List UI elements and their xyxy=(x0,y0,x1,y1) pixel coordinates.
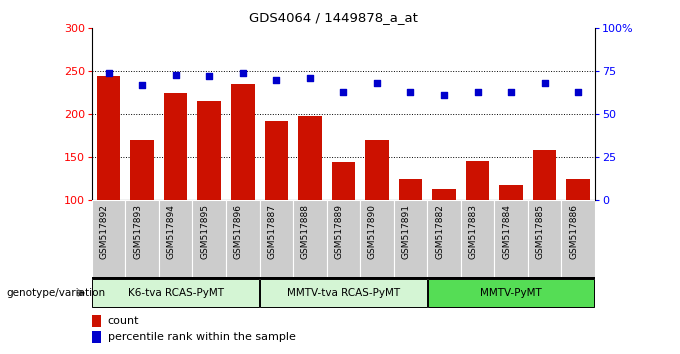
FancyBboxPatch shape xyxy=(562,200,595,278)
Point xyxy=(539,80,550,86)
Bar xyxy=(365,140,389,286)
Point xyxy=(439,92,449,98)
Bar xyxy=(131,140,154,286)
Text: GSM517892: GSM517892 xyxy=(99,204,109,259)
Text: GSM517887: GSM517887 xyxy=(267,204,276,259)
Bar xyxy=(533,150,556,286)
Point xyxy=(170,72,181,78)
Point xyxy=(137,82,148,88)
Point xyxy=(338,89,349,95)
Bar xyxy=(566,178,590,286)
Text: MMTV-tva RCAS-PyMT: MMTV-tva RCAS-PyMT xyxy=(287,288,400,298)
Text: GSM517893: GSM517893 xyxy=(133,204,142,259)
FancyBboxPatch shape xyxy=(494,200,528,278)
Bar xyxy=(231,84,254,286)
FancyBboxPatch shape xyxy=(293,200,326,278)
Point xyxy=(103,70,114,76)
Point xyxy=(472,89,483,95)
Text: MMTV-PyMT: MMTV-PyMT xyxy=(480,288,542,298)
FancyBboxPatch shape xyxy=(125,200,159,278)
Bar xyxy=(92,331,101,343)
FancyBboxPatch shape xyxy=(528,200,562,278)
FancyBboxPatch shape xyxy=(260,279,426,307)
Point xyxy=(573,89,583,95)
Text: percentile rank within the sample: percentile rank within the sample xyxy=(107,332,296,342)
Bar xyxy=(466,161,490,286)
Text: GSM517886: GSM517886 xyxy=(569,204,578,259)
FancyBboxPatch shape xyxy=(159,200,192,278)
FancyBboxPatch shape xyxy=(192,200,226,278)
FancyBboxPatch shape xyxy=(428,279,594,307)
Text: count: count xyxy=(107,316,139,326)
Bar xyxy=(298,116,322,286)
Bar xyxy=(97,75,120,286)
Bar xyxy=(265,121,288,286)
Bar xyxy=(164,93,188,286)
Text: GSM517882: GSM517882 xyxy=(435,204,444,259)
Point xyxy=(371,80,382,86)
Point xyxy=(237,70,248,76)
Text: GSM517891: GSM517891 xyxy=(401,204,411,259)
FancyBboxPatch shape xyxy=(360,200,394,278)
Point xyxy=(305,75,316,81)
Bar xyxy=(398,178,422,286)
Point xyxy=(405,89,416,95)
Text: GSM517896: GSM517896 xyxy=(234,204,243,259)
Text: GDS4064 / 1449878_a_at: GDS4064 / 1449878_a_at xyxy=(249,11,418,24)
Bar xyxy=(332,162,355,286)
FancyBboxPatch shape xyxy=(92,200,125,278)
Text: GSM517888: GSM517888 xyxy=(301,204,310,259)
Text: GSM517890: GSM517890 xyxy=(368,204,377,259)
Text: GSM517883: GSM517883 xyxy=(469,204,477,259)
FancyBboxPatch shape xyxy=(427,200,461,278)
Text: GSM517884: GSM517884 xyxy=(502,204,511,259)
Point xyxy=(204,74,215,79)
Bar xyxy=(197,101,221,286)
FancyBboxPatch shape xyxy=(260,200,293,278)
Bar xyxy=(432,189,456,286)
Point xyxy=(506,89,517,95)
FancyBboxPatch shape xyxy=(226,200,260,278)
FancyBboxPatch shape xyxy=(326,200,360,278)
Text: GSM517889: GSM517889 xyxy=(335,204,343,259)
FancyBboxPatch shape xyxy=(92,279,259,307)
FancyBboxPatch shape xyxy=(394,200,427,278)
Text: GSM517894: GSM517894 xyxy=(167,204,175,259)
Text: GSM517895: GSM517895 xyxy=(200,204,209,259)
Text: K6-tva RCAS-PyMT: K6-tva RCAS-PyMT xyxy=(128,288,224,298)
Bar xyxy=(92,315,101,327)
Point xyxy=(271,77,282,83)
Bar xyxy=(499,184,523,286)
Text: genotype/variation: genotype/variation xyxy=(7,288,106,298)
FancyBboxPatch shape xyxy=(461,200,494,278)
Text: GSM517885: GSM517885 xyxy=(536,204,545,259)
